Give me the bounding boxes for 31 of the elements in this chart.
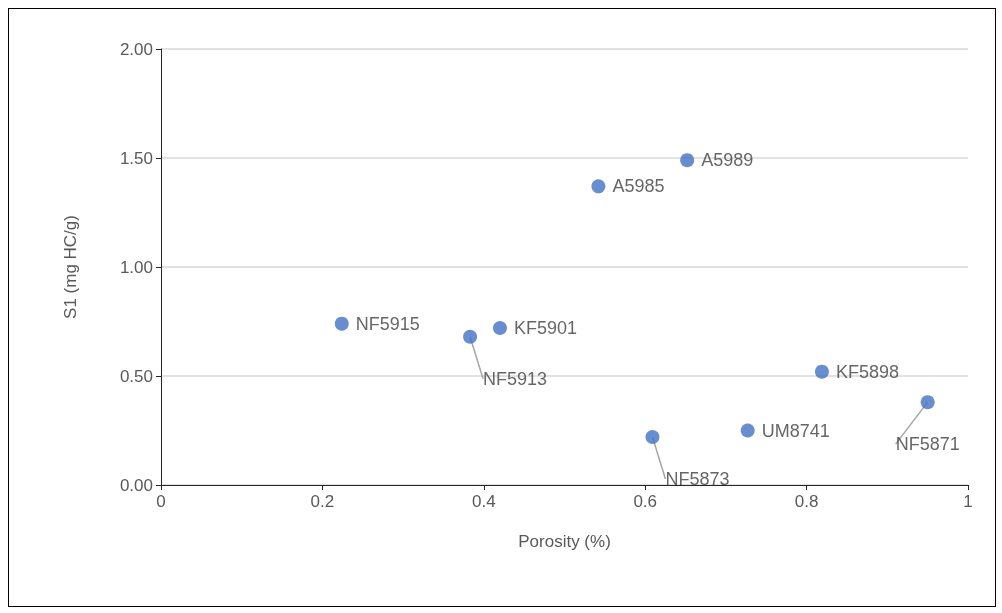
x-tick-label: 0.8 [794, 492, 819, 511]
point [740, 423, 755, 438]
point [492, 321, 507, 336]
annotation: UM8741 [761, 420, 830, 441]
point [334, 316, 349, 331]
x-tick-label: 0 [156, 492, 166, 511]
annotation: KF5901 [513, 318, 577, 339]
point [920, 395, 935, 410]
x-axis-title: Porosity (%) [518, 532, 611, 551]
x-tick-label: 0.4 [471, 492, 496, 511]
point [814, 364, 829, 379]
y-tick-label: 0.50 [119, 366, 153, 386]
annotation: NF5915 [355, 313, 420, 334]
point [680, 153, 695, 168]
point [463, 329, 478, 344]
y-tick-label: 2.00 [119, 39, 153, 59]
annotation: A5985 [612, 176, 665, 197]
point [591, 179, 606, 194]
annotation: A5989 [701, 150, 754, 171]
y-tick-label: 1.00 [119, 257, 153, 277]
x-tick-label: 0.2 [310, 492, 335, 511]
annotation: NF5873 [665, 469, 730, 490]
x-tick-label: 0.6 [633, 492, 658, 511]
y-axis-title: S1 (mg HC/g) [61, 215, 80, 319]
point [645, 430, 660, 445]
annotation: NF5871 [895, 434, 960, 455]
annotation: KF5898 [835, 361, 899, 382]
x-tick-label: 1 [963, 492, 973, 511]
y-tick-label: 1.50 [119, 148, 153, 168]
y-tick-label: 0.00 [119, 475, 153, 495]
annotation: NF5913 [483, 368, 548, 389]
